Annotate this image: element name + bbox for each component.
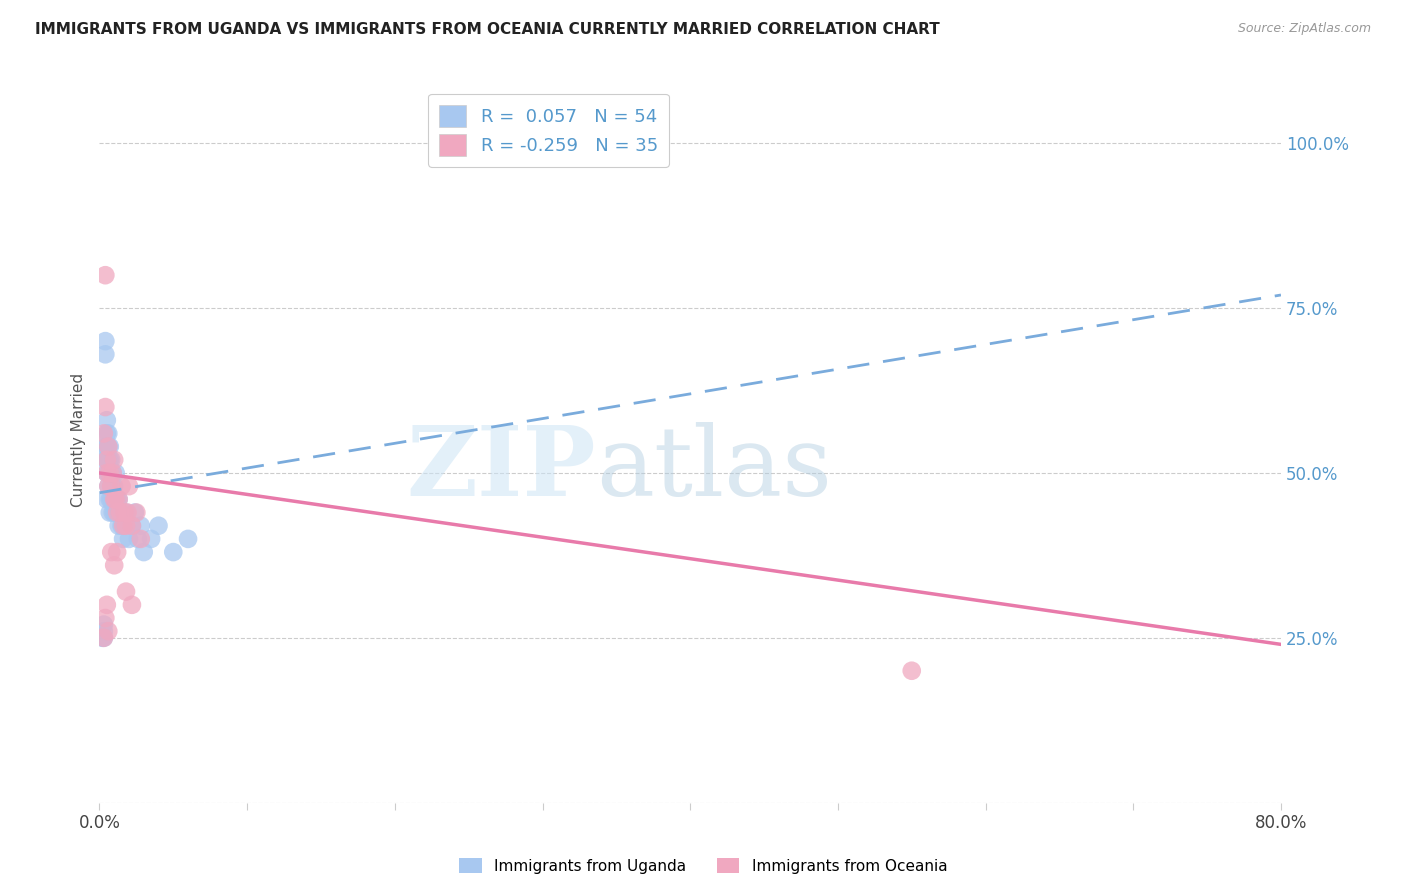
- Point: [101, 506, 124, 520]
- Point: [129, 518, 152, 533]
- Point: [94, 400, 117, 414]
- Point: [98, 452, 121, 467]
- Point: [100, 545, 122, 559]
- Point: [112, 532, 135, 546]
- Point: [97, 479, 120, 493]
- Point: [100, 466, 122, 480]
- Point: [93, 624, 115, 639]
- Point: [97, 624, 120, 639]
- Point: [96, 426, 118, 441]
- Point: [97, 426, 120, 441]
- Point: [96, 598, 118, 612]
- Point: [98, 440, 121, 454]
- Point: [139, 532, 162, 546]
- Point: [94, 334, 117, 348]
- Point: [101, 479, 124, 493]
- Point: [105, 545, 128, 559]
- Point: [114, 506, 136, 520]
- Point: [115, 506, 138, 520]
- Point: [100, 492, 122, 507]
- Point: [96, 413, 118, 427]
- Point: [100, 452, 122, 467]
- Point: [900, 664, 922, 678]
- Point: [110, 479, 132, 493]
- Y-axis label: Currently Married: Currently Married: [72, 373, 86, 507]
- Point: [125, 506, 148, 520]
- Point: [103, 492, 125, 507]
- Point: [110, 518, 132, 533]
- Point: [103, 492, 125, 507]
- Point: [96, 492, 118, 507]
- Point: [114, 518, 136, 533]
- Point: [103, 506, 125, 520]
- Point: [100, 479, 122, 493]
- Point: [94, 268, 117, 283]
- Point: [98, 492, 121, 507]
- Point: [93, 426, 115, 441]
- Point: [93, 617, 115, 632]
- Point: [107, 492, 129, 507]
- Point: [115, 518, 138, 533]
- Point: [103, 558, 125, 573]
- Legend: R =  0.057   N = 54, R = -0.259   N = 35: R = 0.057 N = 54, R = -0.259 N = 35: [429, 94, 669, 167]
- Point: [124, 506, 146, 520]
- Point: [103, 452, 125, 467]
- Point: [101, 466, 124, 480]
- Text: atlas: atlas: [596, 422, 832, 516]
- Point: [94, 440, 117, 454]
- Point: [94, 611, 117, 625]
- Point: [121, 598, 143, 612]
- Point: [104, 492, 127, 507]
- Point: [97, 479, 120, 493]
- Point: [96, 452, 118, 467]
- Point: [96, 440, 118, 454]
- Point: [94, 452, 117, 467]
- Point: [148, 518, 170, 533]
- Point: [107, 518, 129, 533]
- Point: [100, 479, 122, 493]
- Point: [108, 506, 131, 520]
- Point: [91, 631, 114, 645]
- Point: [132, 545, 155, 559]
- Point: [104, 506, 127, 520]
- Point: [104, 466, 127, 480]
- Text: ZIP: ZIP: [406, 422, 596, 516]
- Point: [121, 518, 143, 533]
- Point: [107, 492, 129, 507]
- Point: [96, 466, 118, 480]
- Point: [118, 532, 141, 546]
- Point: [101, 466, 124, 480]
- Point: [108, 506, 131, 520]
- Point: [118, 479, 141, 493]
- Point: [98, 466, 121, 480]
- Point: [96, 452, 118, 467]
- Text: Source: ZipAtlas.com: Source: ZipAtlas.com: [1237, 22, 1371, 36]
- Point: [177, 532, 200, 546]
- Point: [129, 532, 152, 546]
- Point: [94, 347, 117, 361]
- Point: [98, 506, 121, 520]
- Point: [97, 452, 120, 467]
- Point: [97, 440, 120, 454]
- Point: [162, 545, 184, 559]
- Point: [115, 584, 138, 599]
- Point: [96, 466, 118, 480]
- Point: [117, 506, 139, 520]
- Text: IMMIGRANTS FROM UGANDA VS IMMIGRANTS FROM OCEANIA CURRENTLY MARRIED CORRELATION : IMMIGRANTS FROM UGANDA VS IMMIGRANTS FRO…: [35, 22, 939, 37]
- Point: [121, 518, 143, 533]
- Legend: Immigrants from Uganda, Immigrants from Oceania: Immigrants from Uganda, Immigrants from …: [453, 852, 953, 880]
- Point: [103, 479, 125, 493]
- Point: [127, 532, 149, 546]
- Point: [105, 506, 128, 520]
- Point: [105, 492, 128, 507]
- Point: [112, 518, 135, 533]
- Point: [97, 440, 120, 454]
- Point: [97, 466, 120, 480]
- Point: [98, 466, 121, 480]
- Point: [93, 631, 115, 645]
- Point: [93, 631, 115, 645]
